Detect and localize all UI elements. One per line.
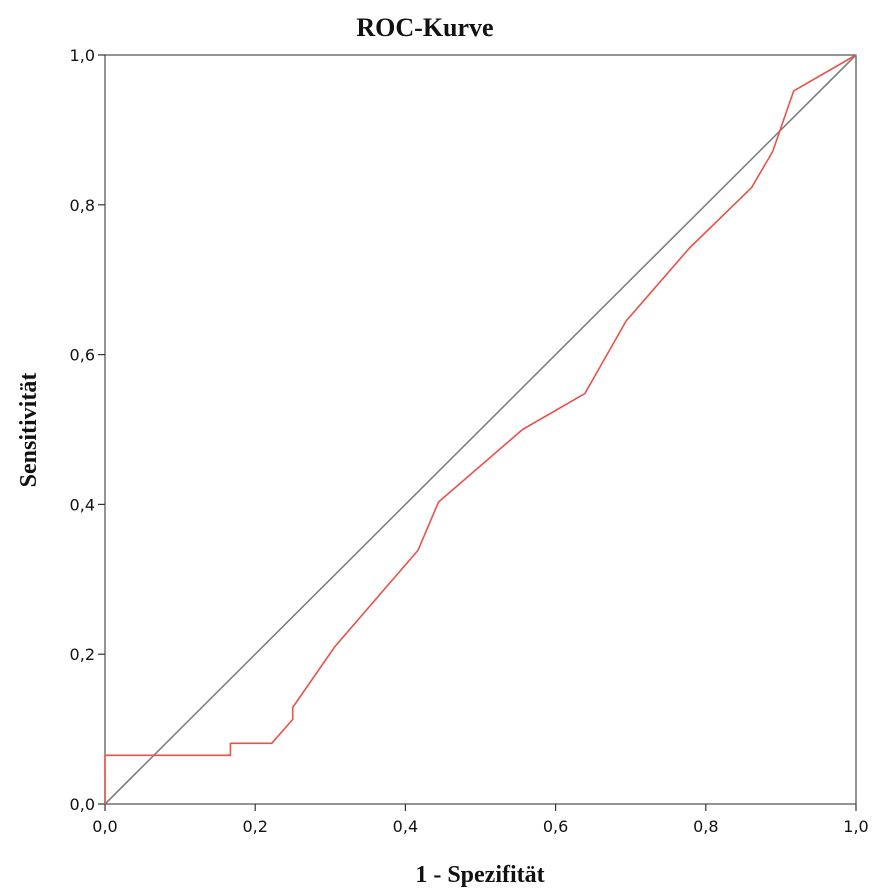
y-tick-label: 1,0: [70, 46, 95, 65]
y-tick-label: 0,2: [70, 645, 95, 664]
plot-frame: [104, 54, 857, 805]
y-tick-label: 0,8: [70, 196, 95, 215]
y-axis-label: Sensitivität: [16, 373, 42, 488]
x-tick-label: 0,8: [693, 817, 718, 836]
reference-diagonal-line: [104, 54, 857, 805]
x-tick-label: 0,6: [543, 817, 568, 836]
roc-curve-line: [104, 54, 857, 804]
y-axis-ticks: 0,0 0,2 0,4 0,6 0,8 1,0: [70, 46, 105, 814]
chart-title: ROC-Kurve: [356, 13, 493, 42]
series-layer: [104, 54, 857, 805]
x-axis-ticks: 0,0 0,2 0,4 0,6 0,8 1,0: [92, 804, 869, 836]
x-tick-label: 0,4: [393, 817, 418, 836]
x-axis-label: 1 - Spezifität: [415, 862, 544, 888]
y-tick-label: 0,0: [70, 795, 95, 814]
x-tick-label: 0,0: [92, 817, 117, 836]
y-tick-label: 0,6: [70, 346, 95, 365]
y-tick-label: 0,4: [70, 495, 95, 514]
x-tick-label: 0,2: [242, 817, 267, 836]
x-tick-label: 1,0: [843, 817, 868, 836]
